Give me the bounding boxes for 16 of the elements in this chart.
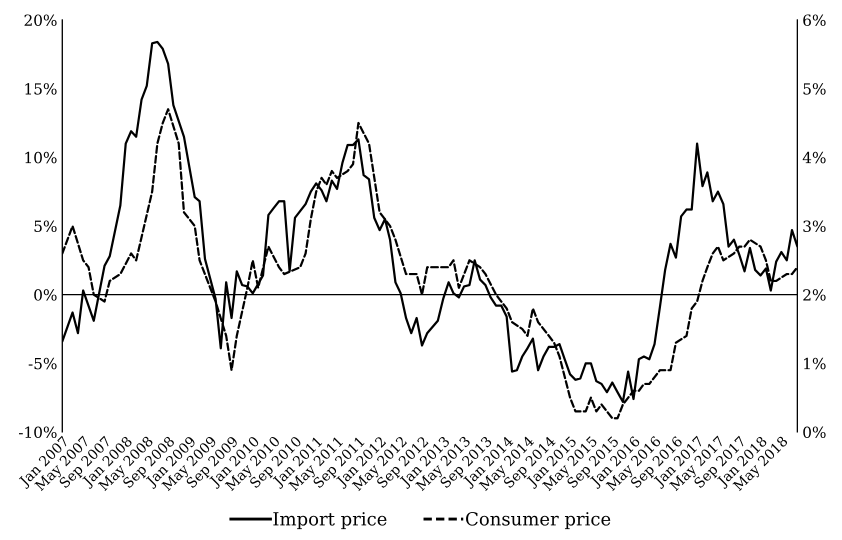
y-tick-label: 0% — [34, 289, 57, 301]
y-tick-label: 5% — [34, 220, 57, 232]
y2-tick-label: 2% — [803, 289, 826, 301]
y2-tick-label: 0% — [803, 426, 826, 438]
y2-tick-label: 1% — [804, 358, 826, 370]
y2-tick-label: 3% — [803, 220, 826, 232]
y-tick-label: 20% — [24, 14, 57, 26]
y-tick-label: 10% — [25, 152, 57, 164]
y-tick-label: -10% — [18, 426, 57, 438]
legend-label: Consumer price — [466, 512, 610, 530]
y2-tick-label: 5% — [804, 83, 826, 95]
y-tick-label: 15% — [25, 83, 57, 95]
y2-tick-label: 6% — [803, 14, 826, 26]
y2-tick-label: 4% — [802, 152, 826, 164]
legend-label: Import price — [273, 512, 387, 530]
y-tick-label: -5% — [28, 358, 57, 370]
